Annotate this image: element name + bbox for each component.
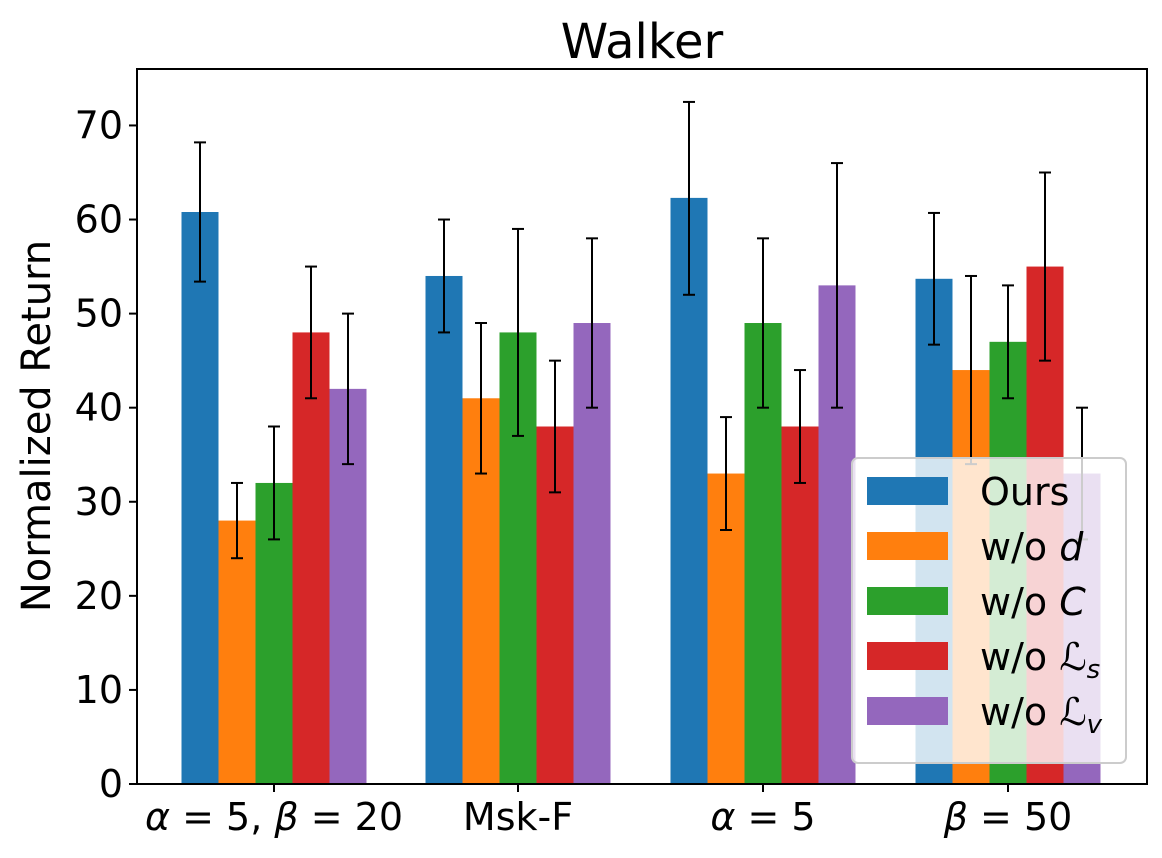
y-tick-label: 20 (75, 574, 123, 618)
error-bar-w-o-lv-1 (586, 237, 598, 409)
legend-label: w/o d (980, 525, 1084, 569)
x-tick-label: β = 50 (943, 795, 1073, 839)
axis-ticks: 0 10 20 30 40 50 60 70 α = 5, β = 20 Msk-F α = 5 β … (75, 103, 1073, 839)
error-bar-w-o-c-3 (1002, 284, 1014, 400)
error-bar-ours-2 (683, 100, 695, 296)
legend-label: Ours (980, 470, 1069, 514)
error-bar-ours-3 (928, 211, 940, 346)
error-bar-w-o-c-0 (268, 425, 280, 541)
bar-ours-1 (425, 275, 463, 784)
error-bar-w-o-d-1 (475, 322, 487, 475)
error-bar-w-o-d-0 (231, 481, 243, 560)
y-tick-label: 60 (75, 198, 123, 242)
legend-swatch (867, 587, 948, 615)
error-bar-ours-0 (194, 141, 206, 283)
bar-ours-0 (181, 212, 219, 784)
legend-item: w/o d (867, 525, 1084, 569)
bar-w-o-ls-2 (781, 426, 819, 784)
y-tick-label: 10 (75, 668, 123, 712)
legend-label: w/o C (980, 580, 1086, 624)
error-bar-w-o-ls-0 (305, 265, 317, 400)
error-bar-w-o-d-2 (720, 416, 732, 531)
error-bar-w-o-lv-2 (831, 162, 843, 409)
y-tick-label: 70 (75, 103, 123, 147)
legend-item: w/o ℒs (867, 635, 1100, 685)
y-tick-label: 40 (75, 386, 123, 430)
error-bar-ours-1 (438, 218, 450, 334)
legend-swatch (867, 532, 948, 560)
axes-frame (136, 68, 1148, 785)
error-bar-w-o-c-2 (757, 237, 769, 409)
error-bar-w-o-ls-1 (549, 359, 561, 494)
x-tick-label: α = 5, β = 20 (145, 795, 403, 839)
legend-item: w/o ℒv (867, 690, 1103, 740)
legend-swatch (867, 642, 948, 670)
error-bar-w-o-c-1 (512, 227, 524, 437)
x-tick-label: α = 5 (710, 795, 815, 839)
error-bar-w-o-ls-2 (794, 369, 806, 484)
legend-label: w/o ℒs (980, 635, 1100, 685)
bar-w-o-ls-0 (292, 332, 330, 784)
chart-title: Walker (561, 14, 724, 70)
y-tick-label: 30 (75, 480, 123, 524)
legend-item: w/o C (867, 580, 1086, 624)
legend-label: w/o ℒv (980, 690, 1103, 740)
y-tick-label: 50 (75, 292, 123, 336)
bar-w-o-d-0 (218, 520, 256, 784)
legend-swatch (867, 477, 948, 505)
y-tick-label: 0 (99, 762, 123, 806)
x-tick-label: Msk-F (463, 795, 573, 839)
error-bar-w-o-ls-3 (1039, 171, 1051, 362)
y-axis-title: Normalized Return (14, 240, 60, 612)
legend-item: Ours (867, 470, 1069, 514)
legend: Ours w/o d w/o C w/o ℒsw/o ℒv (851, 457, 1127, 764)
error-bar-w-o-lv-0 (342, 312, 354, 466)
legend-swatch (867, 697, 948, 725)
